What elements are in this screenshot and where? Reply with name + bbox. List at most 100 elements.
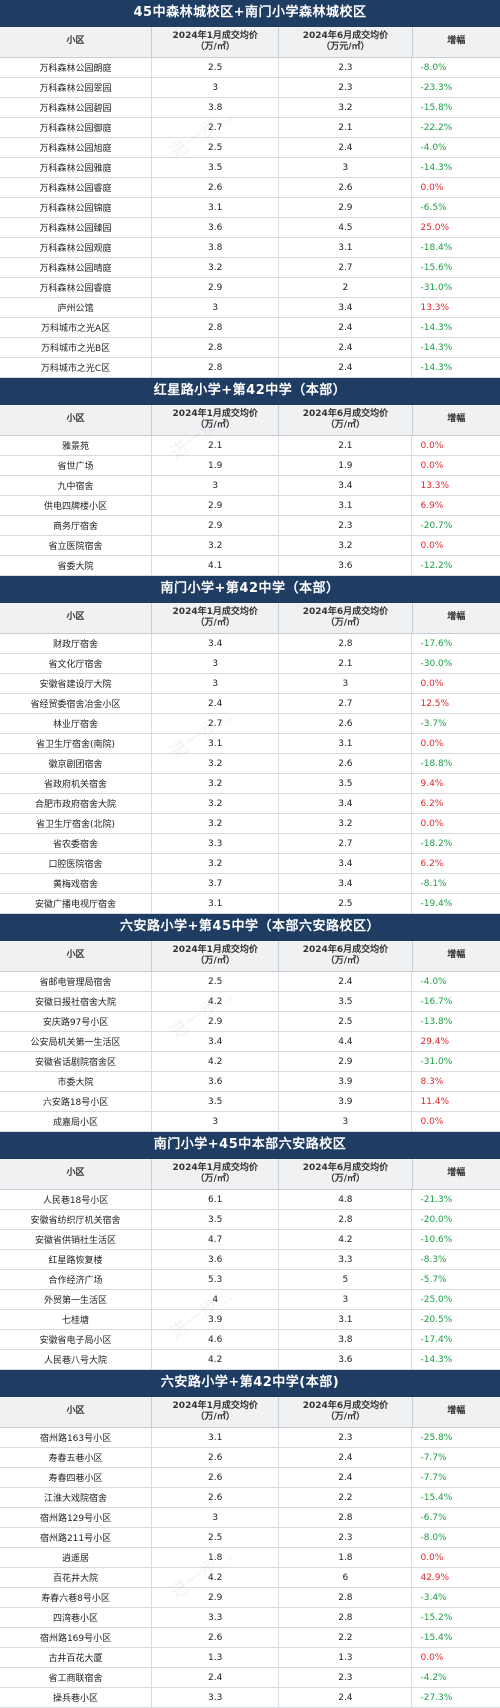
jan-price: 3.9 — [152, 1310, 280, 1329]
change-rate: -7.7% — [420, 1452, 447, 1463]
change-rate: -21.3% — [420, 1194, 453, 1205]
change-rate: -17.6% — [420, 638, 453, 649]
jan-price: 3 — [152, 1112, 280, 1131]
table-row: 宿州路163号小区 3.1 2.3 -25.8% — [0, 1428, 500, 1448]
jan-price: 3.1 — [152, 198, 280, 217]
change-rate: -20.0% — [420, 1214, 453, 1225]
change-rate: 6.2% — [420, 858, 444, 869]
jan-price: 2.5 — [152, 1528, 280, 1547]
jun-price: 2.4 — [279, 318, 413, 337]
jun-price: 3.8 — [279, 1330, 413, 1349]
table-row: 万科城市之光C区 2.8 2.4 -14.3% — [0, 358, 500, 378]
table-row: 省立医院宿舍 3.2 3.2 0.0% — [0, 536, 500, 556]
table-row: 商务厅宿舍 2.9 2.3 -20.7% — [0, 516, 500, 536]
table-header: 小区 2024年1月成交均价 （万/㎡） 2024年6月成交均价 （万元/㎡） 增幅 — [0, 27, 500, 58]
change-rate: -31.0% — [420, 1056, 453, 1067]
community-name: 省卫生厅宿舍(北院) — [0, 814, 153, 833]
community-name: 万科森林公园翠园 — [0, 78, 153, 97]
jan-price: 3.5 — [152, 1092, 280, 1111]
table-row: 寿春六巷8号小区 2.9 2.8 -3.4% — [0, 1588, 500, 1608]
change-rate: -14.3% — [420, 342, 453, 353]
jan-price: 3 — [152, 1508, 280, 1527]
column-header: 2024年6月成交均价 （万/㎡） — [279, 1159, 413, 1189]
table-row: 九中宿舍 3 3.4 13.3% — [0, 476, 500, 496]
section-title: 红星路小学+第42中学（本部） — [0, 378, 500, 405]
school-district-section: 45中森林城校区+南门小学森林城校区 小区 2024年1月成交均价 （万/㎡） 202… — [0, 0, 500, 378]
jan-price: 2.9 — [152, 496, 280, 515]
table-row: 七桂塘 3.9 3.1 -20.5% — [0, 1310, 500, 1330]
community-name: 省委大院 — [0, 556, 153, 575]
table-row: 万科森林公园观庭 3.8 3.1 -18.4% — [0, 238, 500, 258]
table-row: 雅景苑 2.1 2.1 0.0% — [0, 436, 500, 456]
community-name: 万科森林公园睿庭 — [0, 278, 153, 297]
column-header: 小区 — [0, 1397, 153, 1427]
community-name: 省卫生厅宿舍(南院) — [0, 734, 153, 753]
change-rate: -15.2% — [420, 1612, 453, 1623]
jan-price: 2.8 — [152, 338, 280, 357]
jun-price: 2.9 — [279, 1052, 413, 1071]
change-rate: -27.3% — [420, 1692, 453, 1703]
community-name: 省立医院宿舍 — [0, 536, 153, 555]
community-name: 百花井大院 — [0, 1568, 153, 1587]
change-rate: -15.4% — [420, 1492, 453, 1503]
community-name: 外贸第一生活区 — [0, 1290, 153, 1309]
jun-price: 2.4 — [279, 358, 413, 377]
jun-price: 2.8 — [279, 1210, 413, 1229]
jun-price: 3 — [279, 1112, 413, 1131]
column-header: 增幅 — [447, 414, 466, 425]
column-header: 2024年6月成交均价 （万/㎡） — [279, 405, 413, 435]
change-rate: -4.2% — [420, 1672, 447, 1683]
table-row: 万科森林公园雅庭 3.5 3 -14.3% — [0, 158, 500, 178]
table-row: 万科城市之光A区 2.8 2.4 -14.3% — [0, 318, 500, 338]
community-name: 安庆路97号小区 — [0, 1012, 153, 1031]
change-rate: 0.0% — [420, 1552, 444, 1563]
jan-price: 3.2 — [152, 536, 280, 555]
community-name: 口腔医院宿舍 — [0, 854, 153, 873]
jun-price: 2.4 — [279, 1448, 413, 1467]
column-header: 小区 — [0, 603, 153, 633]
jun-price: 3.1 — [279, 734, 413, 753]
jan-price: 3 — [152, 654, 280, 673]
jun-price: 1.9 — [279, 456, 413, 475]
table-row: 江淮大戏院宿舍 2.6 2.2 -15.4% — [0, 1488, 500, 1508]
community-name: 省政府机关宿舍 — [0, 774, 153, 793]
table-row: 合肥市政府宿舍大院 3.2 3.4 6.2% — [0, 794, 500, 814]
community-name: 万科森林公园雅庭 — [0, 158, 153, 177]
jan-price: 3.6 — [152, 1250, 280, 1269]
table-row: 安徽广播电视厅宿舍 3.1 2.5 -19.4% — [0, 894, 500, 914]
table-row: 万科森林公园旭庭 2.5 2.4 -4.0% — [0, 138, 500, 158]
jan-price: 3.2 — [152, 754, 280, 773]
change-rate: 11.4% — [420, 1096, 450, 1107]
table-row: 万科森林公园朗庭 2.5 2.3 -8.0% — [0, 58, 500, 78]
community-name: 宿州路211号小区 — [0, 1528, 153, 1547]
jan-price: 3.3 — [152, 1688, 280, 1707]
jan-price: 4.6 — [152, 1330, 280, 1349]
table-row: 省农委宿舍 3.3 2.7 -18.2% — [0, 834, 500, 854]
jan-price: 2.7 — [152, 118, 280, 137]
change-rate: 0.0% — [420, 1116, 444, 1127]
change-rate: 0.0% — [420, 182, 444, 193]
jun-price: 2.6 — [279, 714, 413, 733]
jun-price: 2.8 — [279, 1588, 413, 1607]
change-rate: 42.9% — [420, 1572, 450, 1583]
change-rate: 12.5% — [420, 698, 450, 709]
jun-price: 3.5 — [279, 774, 413, 793]
table-row: 省邮电管理局宿舍 2.5 2.4 -4.0% — [0, 972, 500, 992]
table-row: 操兵巷小区 3.3 2.4 -27.3% — [0, 1688, 500, 1708]
table-row: 财政厅宿舍 3.4 2.8 -17.6% — [0, 634, 500, 654]
community-name: 六安路18号小区 — [0, 1092, 153, 1111]
jan-price: 2.6 — [152, 1468, 280, 1487]
change-rate: -18.4% — [420, 242, 453, 253]
community-name: 万科森林公园臻园 — [0, 218, 153, 237]
column-header: 2024年1月成交均价 （万/㎡） — [152, 27, 280, 57]
jun-price: 3.4 — [279, 476, 413, 495]
change-rate: -13.8% — [420, 1016, 453, 1027]
jun-price: 5 — [279, 1270, 413, 1289]
jun-price: 2.3 — [279, 58, 413, 77]
change-rate: -10.6% — [420, 1234, 453, 1245]
jun-price: 3.4 — [279, 298, 413, 317]
jan-price: 4.7 — [152, 1230, 280, 1249]
table-row: 万科森林公园碧园 3.8 3.2 -15.8% — [0, 98, 500, 118]
change-rate: 0.0% — [420, 818, 444, 829]
